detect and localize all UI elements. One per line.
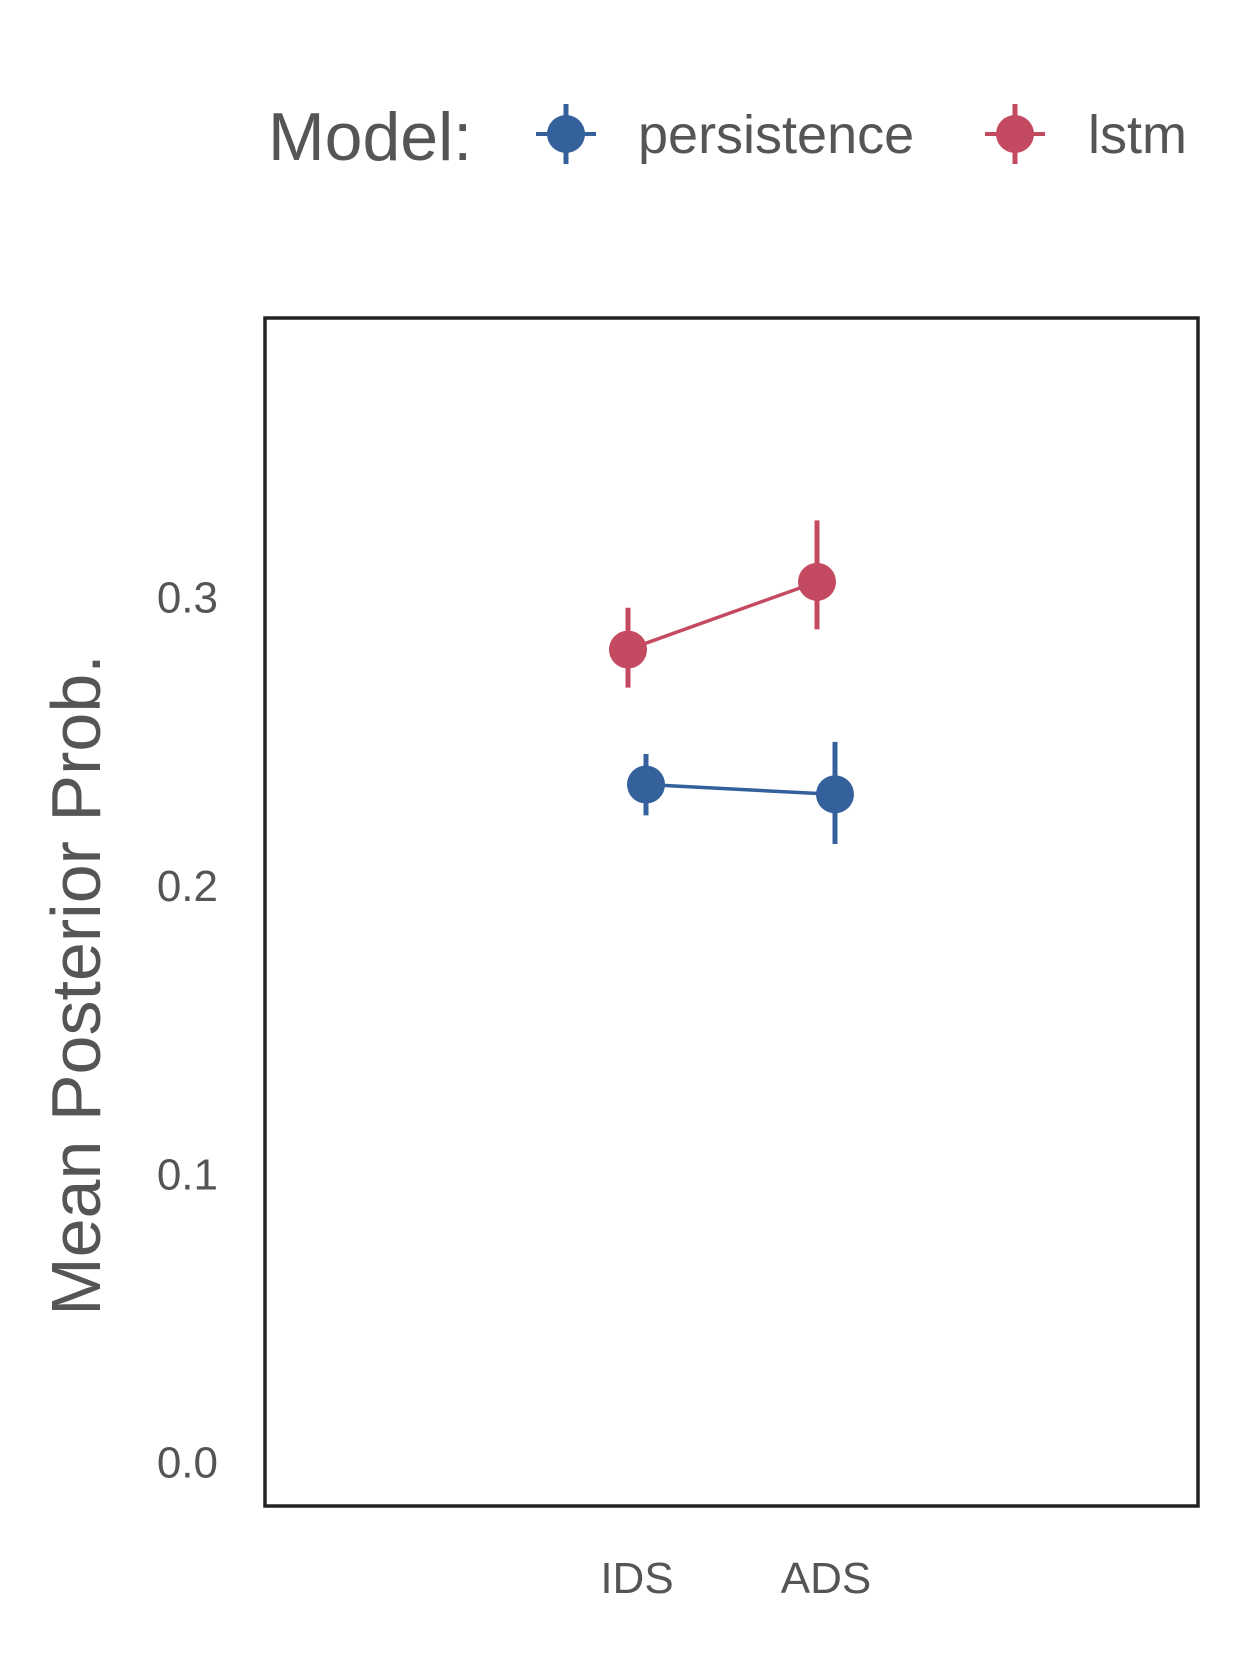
series-line bbox=[645, 782, 836, 797]
y-tick-label: 0.0 bbox=[157, 1439, 218, 1488]
legend-marker-dot bbox=[996, 115, 1034, 153]
x-ticks: IDS ADS bbox=[600, 1554, 871, 1603]
legend-entry-persistence: persistence bbox=[536, 104, 914, 165]
legend-entry-lstm: lstm bbox=[985, 104, 1187, 165]
series-persistence bbox=[627, 741, 854, 844]
data-point bbox=[627, 765, 665, 804]
data-point bbox=[609, 630, 647, 669]
legend-entries: persistence lstm bbox=[536, 104, 1187, 165]
series-layer bbox=[609, 520, 854, 844]
x-tick-label: IDS bbox=[600, 1554, 673, 1603]
y-tick-label: 0.3 bbox=[157, 574, 218, 623]
x-tick-label: ADS bbox=[781, 1554, 871, 1603]
legend-label: lstm bbox=[1088, 105, 1187, 165]
legend: Model: persistence lstm bbox=[268, 99, 1187, 175]
series-lstm bbox=[609, 520, 836, 688]
y-tick-label: 0.2 bbox=[157, 862, 218, 911]
y-axis-title: Mean Posterior Prob. bbox=[37, 654, 115, 1315]
plot-frame bbox=[263, 316, 1200, 1508]
series-line bbox=[627, 580, 818, 652]
y-tick-label: 0.1 bbox=[157, 1150, 218, 1199]
data-point bbox=[816, 775, 854, 814]
legend-marker-dot bbox=[547, 115, 585, 153]
legend-title: Model: bbox=[268, 99, 472, 175]
data-point bbox=[798, 562, 836, 601]
legend-label: persistence bbox=[638, 105, 914, 165]
y-ticks: 0.0 0.1 0.2 0.3 bbox=[157, 574, 218, 1488]
